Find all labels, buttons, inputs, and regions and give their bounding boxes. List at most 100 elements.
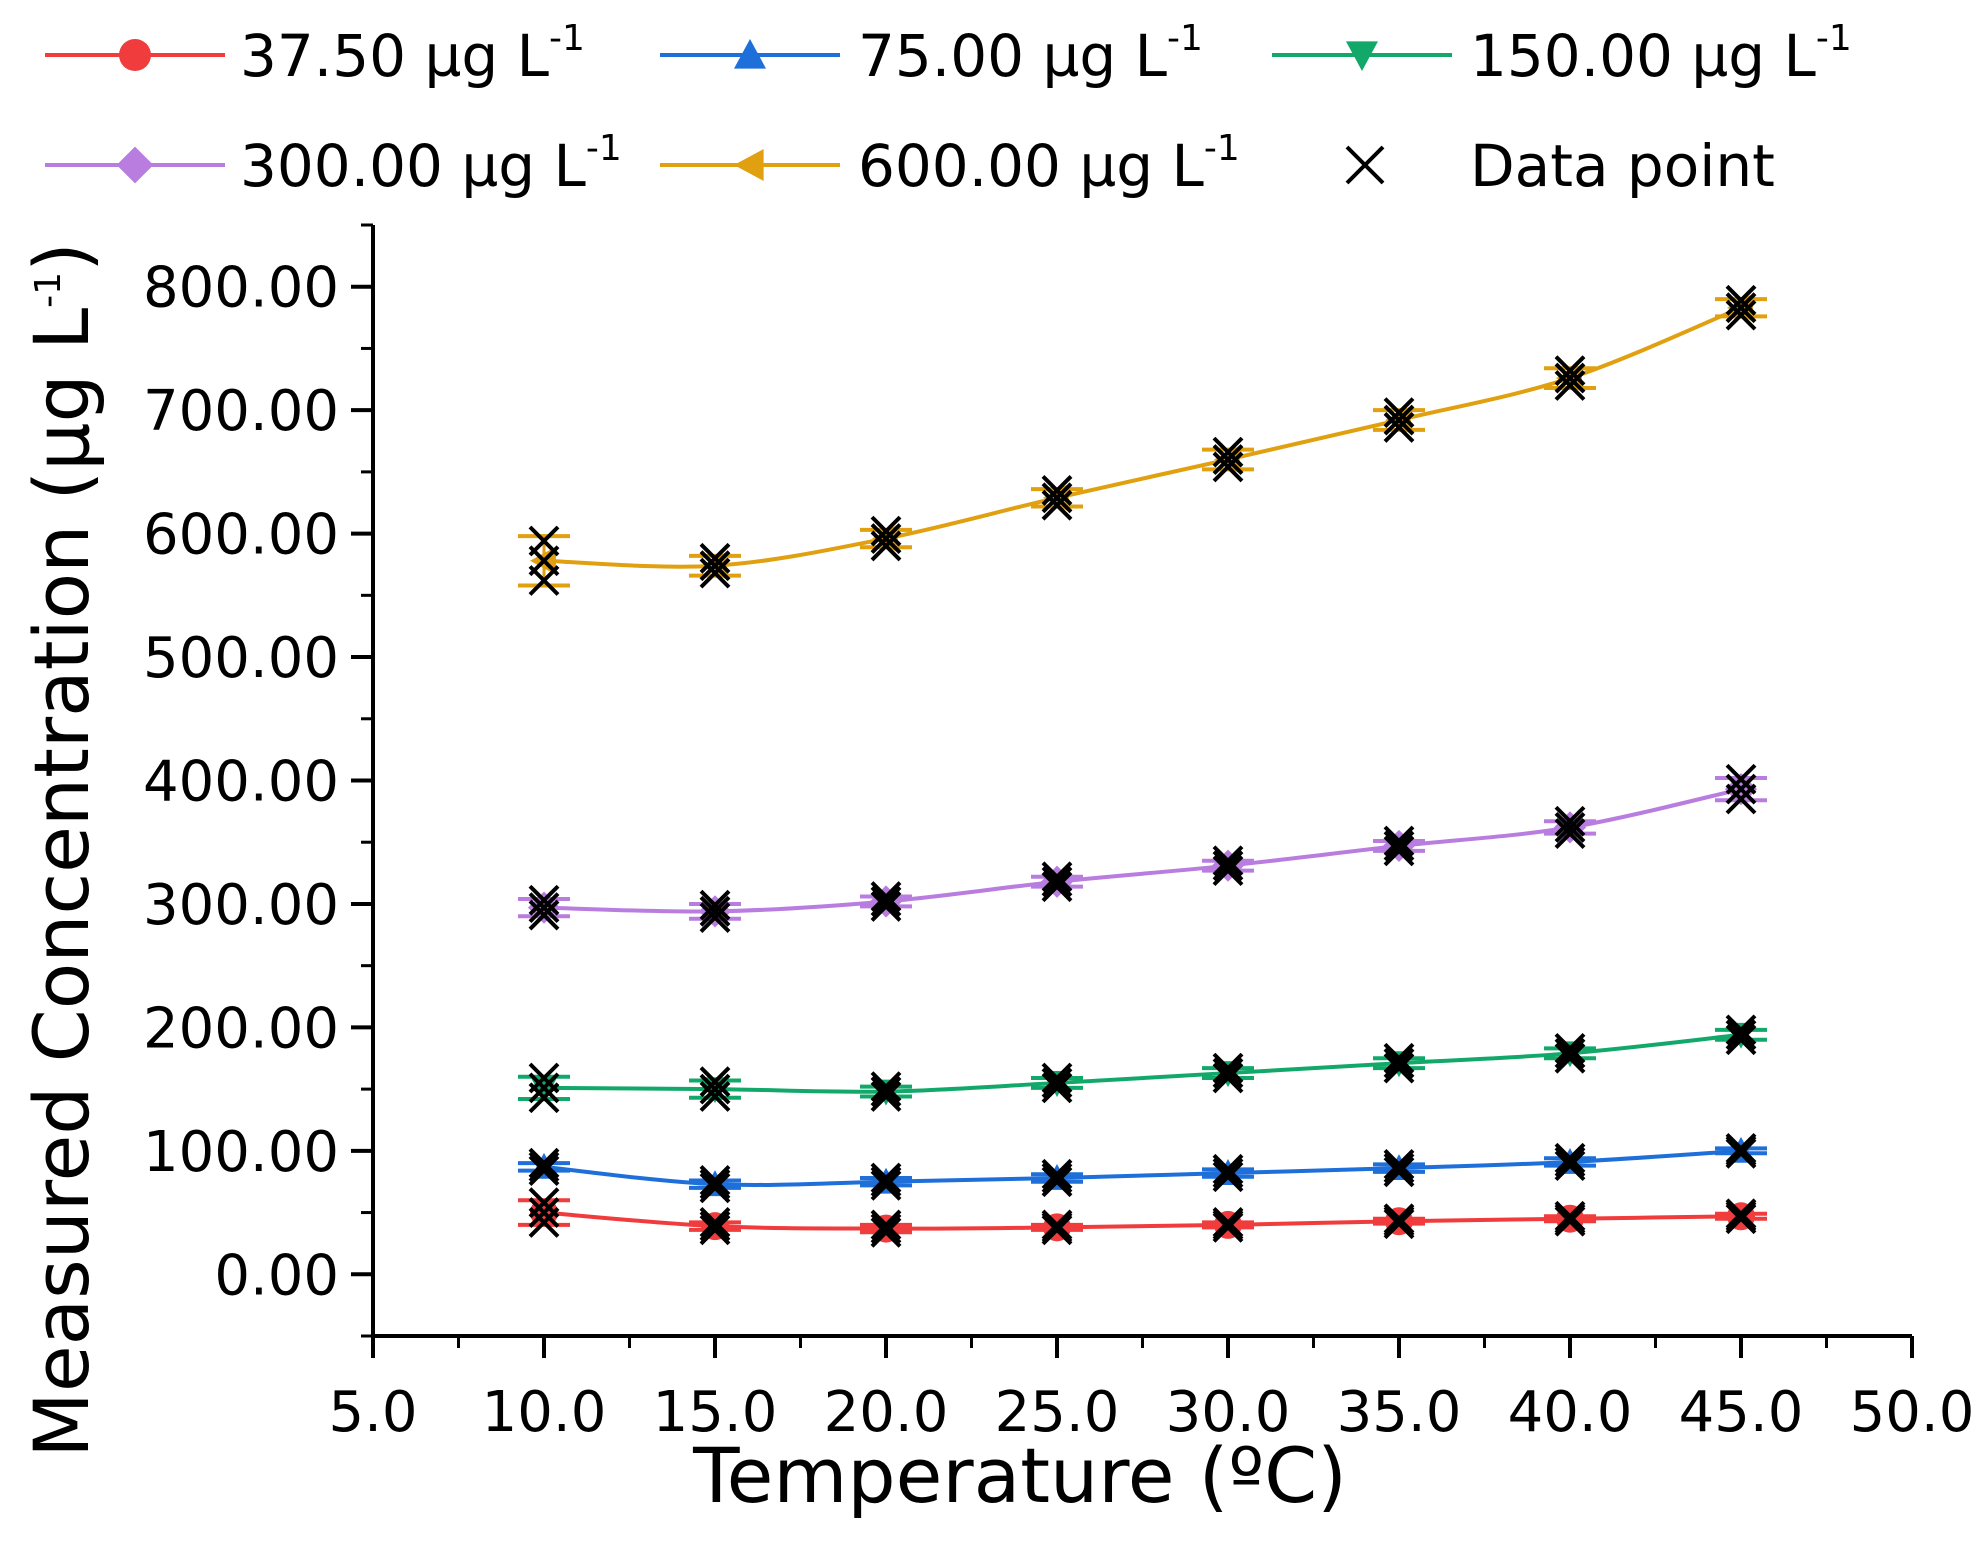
x-tick-label: 5.0 <box>328 1380 417 1445</box>
data-point <box>699 1172 731 1204</box>
axes: 5.0 10.0 15.0 20.0 25.0 30.0 35.0 40.0 45.0 50.0 … <box>143 223 1974 1445</box>
data-point <box>1212 1211 1244 1243</box>
x-tick-label: 40.0 <box>1508 1380 1633 1445</box>
data-points-1 <box>528 1187 1757 1248</box>
data-point <box>870 523 902 554</box>
data-point <box>1554 1146 1586 1178</box>
data-point <box>870 1081 902 1112</box>
data-point <box>1383 1156 1415 1188</box>
series-line <box>543 787 1742 914</box>
data-point <box>699 1066 731 1098</box>
data-point <box>699 1214 731 1246</box>
legend-label: Data point <box>1470 132 1775 200</box>
data-point <box>1383 1047 1415 1079</box>
plot-area <box>518 284 1767 1248</box>
data-point <box>1041 866 1073 898</box>
data-point <box>699 1210 731 1242</box>
y-tick-label: 700.00 <box>143 379 339 444</box>
data-point <box>699 1207 731 1238</box>
data-point <box>1554 1200 1586 1232</box>
data-point <box>1383 1208 1415 1240</box>
data-point <box>1212 444 1244 475</box>
data-point <box>1554 1150 1586 1182</box>
data-points-2 <box>528 1132 1757 1204</box>
y-tick-label: 100.00 <box>143 1120 339 1185</box>
data-point <box>1041 489 1073 521</box>
legend-cross <box>1345 145 1385 185</box>
legend-label: 150.00 µg L-1 <box>1470 18 1852 90</box>
data-point <box>1041 1158 1073 1190</box>
data-point <box>1554 818 1586 849</box>
y-axis-title-main: Measured Concentration (µg L <box>17 308 106 1458</box>
data-point <box>1725 1132 1757 1164</box>
series-line <box>543 1210 1742 1231</box>
data-point <box>1554 1032 1586 1064</box>
legend-item-1: 37.50 µg L-1 <box>45 18 585 90</box>
y-tick-label: 600.00 <box>143 503 339 568</box>
y-axis-title-close: ) <box>17 242 106 272</box>
data-point <box>1383 412 1415 443</box>
data-point <box>528 1155 560 1186</box>
data-point <box>1554 355 1586 387</box>
y-tick-label: 300.00 <box>143 873 339 938</box>
data-point <box>870 515 902 547</box>
data-point <box>1554 805 1586 837</box>
data-point <box>699 1073 731 1105</box>
data-point <box>1212 1157 1244 1189</box>
data-point <box>1554 811 1586 843</box>
x-tick-label: 25.0 <box>995 1380 1120 1445</box>
data-point <box>1725 1024 1757 1056</box>
data-point <box>1212 1161 1244 1193</box>
data-point <box>1383 835 1415 867</box>
y-ticks: 0.00 100.00 200.00 300.00 400.00 500.00 600.00… <box>143 223 373 1338</box>
data-point <box>1041 1072 1073 1104</box>
data-point <box>870 881 902 912</box>
data-point <box>1383 1148 1415 1180</box>
data-point <box>528 1197 560 1228</box>
data-point <box>870 1209 902 1241</box>
data-point <box>528 899 560 931</box>
data-point <box>870 1216 902 1248</box>
data-point <box>1383 1152 1415 1184</box>
x-tick-label: 15.0 <box>653 1380 778 1445</box>
data-point <box>1725 299 1757 331</box>
data-point <box>1212 1052 1244 1084</box>
data-point <box>699 542 731 574</box>
data-point <box>528 1072 560 1104</box>
data-point <box>1554 362 1586 394</box>
data-point <box>1383 397 1415 429</box>
data-point <box>1554 370 1586 401</box>
data-points-5 <box>528 284 1757 596</box>
series-line <box>543 1148 1742 1187</box>
data-point <box>1725 1137 1757 1169</box>
data-point <box>1725 1019 1757 1051</box>
data-point <box>1554 1205 1586 1237</box>
legend-label: 37.50 µg L-1 <box>240 18 585 90</box>
data-points-4 <box>528 763 1757 933</box>
series-line <box>543 1032 1742 1094</box>
data-point <box>870 1071 902 1103</box>
data-point <box>699 557 731 589</box>
data-point <box>1041 1214 1073 1246</box>
data-point <box>1212 1153 1244 1185</box>
x-tick-label: 35.0 <box>1337 1380 1462 1445</box>
data-point <box>870 890 902 922</box>
series-5 <box>518 293 1767 588</box>
y-tick-label: 500.00 <box>143 626 339 691</box>
x-axis-title: Temperature (ºC) <box>692 1431 1347 1520</box>
data-point <box>699 889 731 921</box>
data-point <box>1041 1062 1073 1094</box>
data-point <box>1725 763 1757 795</box>
y-axis-title-sup: -1 <box>28 272 69 308</box>
data-point <box>1212 436 1244 468</box>
x-tick-label: 20.0 <box>824 1380 949 1445</box>
y-tick-label: 200.00 <box>143 996 339 1061</box>
data-point <box>1725 284 1757 316</box>
legend-marker <box>734 149 764 181</box>
data-point <box>528 1147 560 1179</box>
y-axis-title: Measured Concentration (µg L-1) <box>17 242 106 1458</box>
data-point <box>528 565 560 596</box>
legend-label: 300.00 µg L-1 <box>240 128 622 200</box>
legend-item-4: 300.00 µg L-1 <box>45 128 622 200</box>
